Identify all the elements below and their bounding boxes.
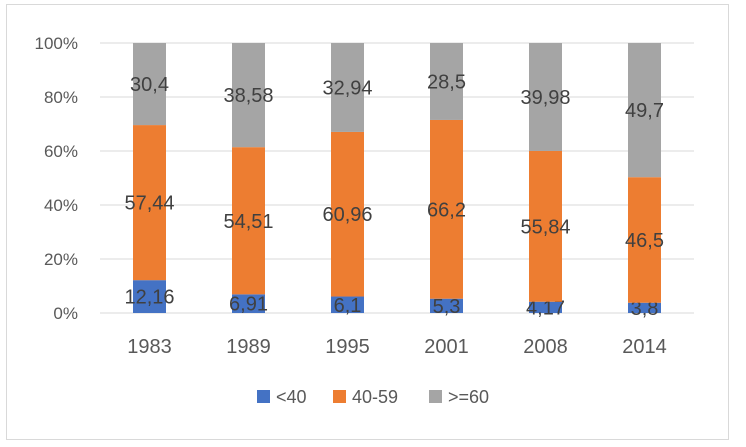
x-tick-label: 2014 bbox=[622, 336, 667, 358]
y-tick-label: 60% bbox=[44, 142, 78, 161]
data-label: 4,17 bbox=[526, 297, 565, 319]
bar-segment bbox=[133, 280, 166, 313]
bar-segment bbox=[628, 177, 661, 303]
legend-swatch bbox=[429, 390, 442, 403]
data-label: 5,3 bbox=[433, 296, 461, 318]
data-label: 49,7 bbox=[625, 100, 664, 122]
bar-segment bbox=[232, 43, 265, 148]
y-tick-label: 100% bbox=[35, 34, 78, 53]
data-label: 32,94 bbox=[322, 77, 372, 99]
data-label: 46,5 bbox=[625, 230, 664, 252]
data-label: 55,84 bbox=[520, 216, 570, 238]
data-label: 28,5 bbox=[427, 71, 466, 93]
bar-segment bbox=[232, 147, 265, 295]
y-tick-label: 20% bbox=[44, 250, 78, 269]
bar-segment bbox=[628, 302, 661, 313]
bar-segment bbox=[331, 43, 364, 132]
x-tick-label: 2001 bbox=[424, 336, 469, 358]
x-tick-label: 1983 bbox=[127, 336, 172, 358]
bar-segment bbox=[331, 131, 364, 297]
y-tick-label: 80% bbox=[44, 88, 78, 107]
y-tick-label: 40% bbox=[44, 196, 78, 215]
data-label: 57,44 bbox=[124, 193, 174, 215]
bar-segment bbox=[628, 43, 661, 178]
bar-segment bbox=[232, 294, 265, 313]
bar-segment bbox=[133, 125, 166, 281]
x-tick-label: 1989 bbox=[226, 336, 271, 358]
data-label: 12,16 bbox=[124, 287, 174, 309]
bar-segment bbox=[529, 43, 562, 151]
data-label: 6,91 bbox=[229, 294, 268, 316]
data-label: 39,98 bbox=[520, 87, 570, 109]
data-label: 54,51 bbox=[223, 211, 273, 233]
x-tick-label: 2008 bbox=[523, 336, 568, 358]
bar-segment bbox=[430, 119, 463, 299]
bar-segment bbox=[529, 150, 562, 302]
y-tick-label: 0% bbox=[53, 304, 78, 323]
data-label: 3,8 bbox=[631, 298, 659, 320]
bar-segment bbox=[133, 43, 166, 126]
data-label: 66,2 bbox=[427, 199, 466, 221]
bar-segment bbox=[331, 296, 364, 313]
legend-label: 40-59 bbox=[352, 387, 398, 407]
bar-segment bbox=[529, 301, 562, 313]
chart-frame bbox=[6, 4, 729, 440]
data-label: 60,96 bbox=[322, 204, 372, 226]
legend-label: >=60 bbox=[448, 387, 489, 407]
data-label: 6,1 bbox=[334, 295, 362, 317]
x-tick-label: 1995 bbox=[325, 336, 370, 358]
bar-segment bbox=[430, 43, 463, 120]
legend-label: <40 bbox=[276, 387, 307, 407]
legend-swatch bbox=[257, 390, 270, 403]
data-label: 38,58 bbox=[223, 85, 273, 107]
legend-swatch bbox=[333, 390, 346, 403]
bar-segment bbox=[430, 298, 463, 313]
data-label: 30,4 bbox=[130, 74, 169, 96]
